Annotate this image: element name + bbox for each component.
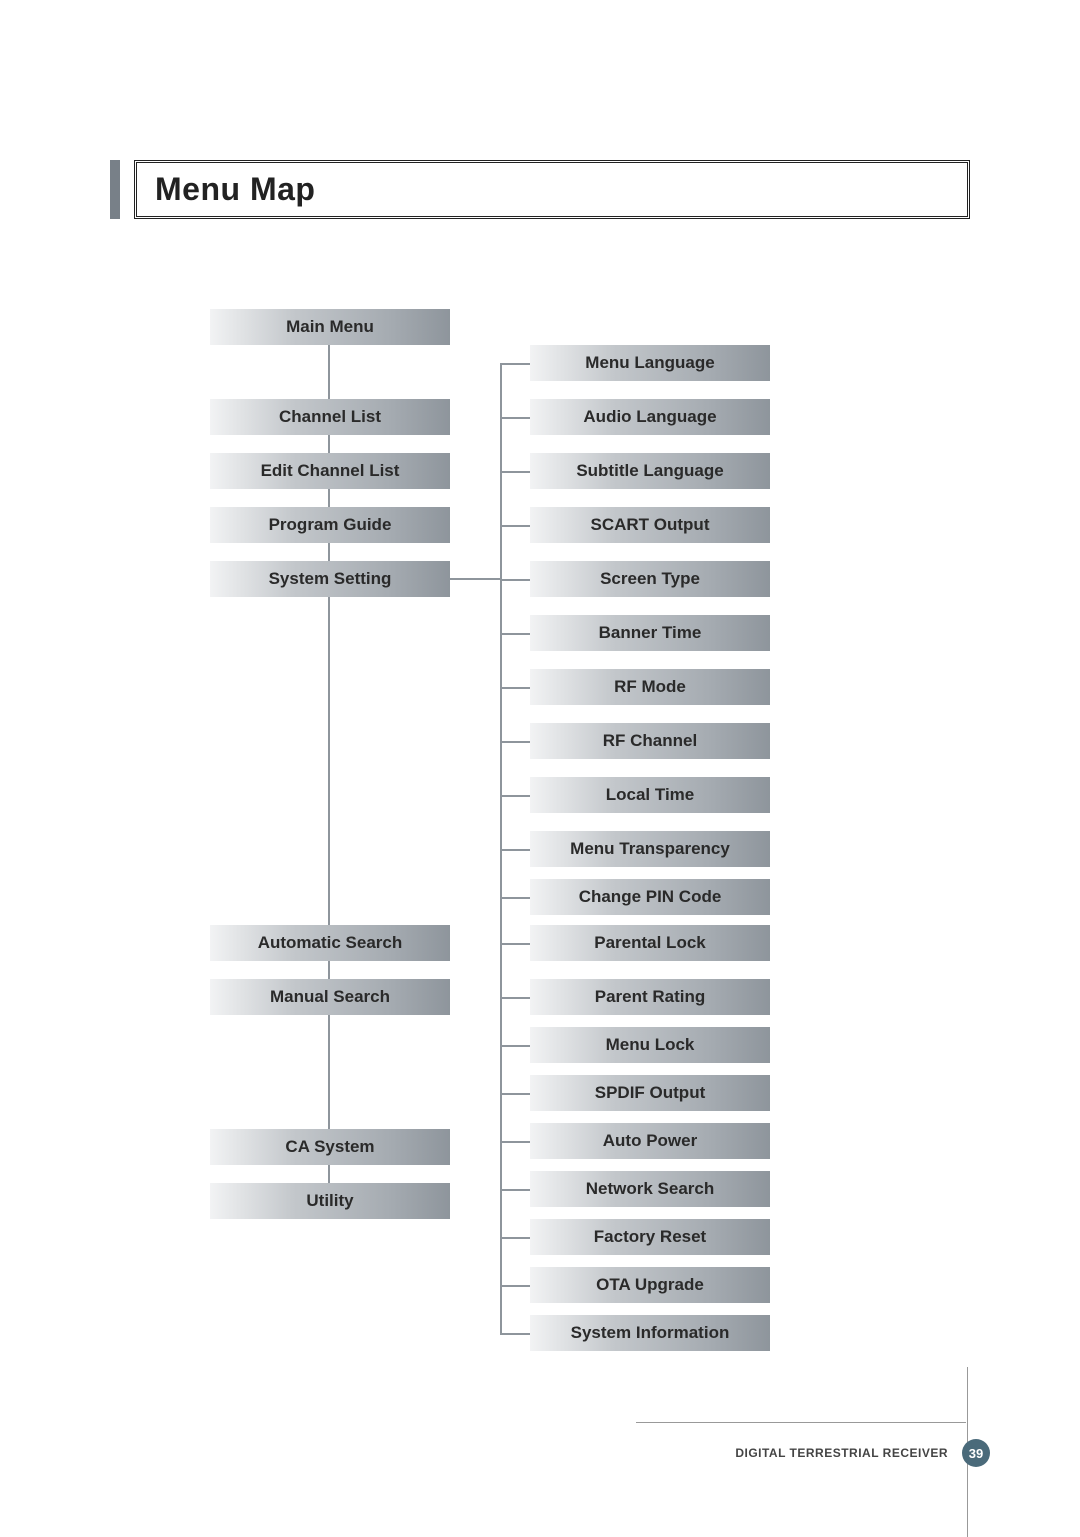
menu-node-system-information: System Information: [530, 1315, 770, 1351]
menu-node-ca-system: CA System: [210, 1129, 450, 1165]
title-accent-bar: [110, 160, 120, 219]
connector-line: [500, 633, 530, 635]
connector-line: [500, 417, 530, 419]
connector-line: [500, 795, 530, 797]
footer-label: DIGITAL TERRESTRIAL RECEIVER: [735, 1446, 948, 1460]
connector-line: [500, 579, 530, 581]
connector-line: [500, 471, 530, 473]
menu-node-system-setting: System Setting: [210, 561, 450, 597]
menu-node-spdif-output: SPDIF Output: [530, 1075, 770, 1111]
connector-line: [500, 687, 530, 689]
connector-line: [500, 363, 502, 1333]
menu-node-edit-channel-list: Edit Channel List: [210, 453, 450, 489]
menu-node-auto-power: Auto Power: [530, 1123, 770, 1159]
connector-line: [500, 1045, 530, 1047]
title-box: Menu Map: [134, 160, 970, 219]
connector-line: [328, 543, 330, 561]
menu-node-network-search: Network Search: [530, 1171, 770, 1207]
connector-line: [500, 1141, 530, 1143]
menu-node-menu-language: Menu Language: [530, 345, 770, 381]
menu-node-menu-transparency: Menu Transparency: [530, 831, 770, 867]
connector-line: [500, 1189, 530, 1191]
menu-node-local-time: Local Time: [530, 777, 770, 813]
menu-node-audio-language: Audio Language: [530, 399, 770, 435]
menu-node-parent-rating: Parent Rating: [530, 979, 770, 1015]
connector-line: [328, 435, 330, 453]
menu-node-program-guide: Program Guide: [210, 507, 450, 543]
connector-line: [500, 525, 530, 527]
connector-line: [500, 1333, 530, 1335]
connector-line: [500, 741, 530, 743]
menu-node-screen-type: Screen Type: [530, 561, 770, 597]
connector-line: [500, 849, 530, 851]
page-number-badge: 39: [962, 1439, 990, 1467]
page-footer: DIGITAL TERRESTRIAL RECEIVER 39: [735, 1439, 990, 1467]
connector-line: [500, 997, 530, 999]
connector-line: [328, 1015, 330, 1129]
connector-line: [328, 489, 330, 507]
menu-node-factory-reset: Factory Reset: [530, 1219, 770, 1255]
menu-node-scart-output: SCART Output: [530, 507, 770, 543]
connector-line: [328, 1165, 330, 1183]
footer-rule: [636, 1422, 966, 1423]
menu-node-rf-mode: RF Mode: [530, 669, 770, 705]
menu-node-main-menu: Main Menu: [210, 309, 450, 345]
menu-node-manual-search: Manual Search: [210, 979, 450, 1015]
connector-line: [500, 1285, 530, 1287]
menu-node-change-pin-code: Change PIN Code: [530, 879, 770, 915]
menu-node-automatic-search: Automatic Search: [210, 925, 450, 961]
title-wrap: Menu Map: [110, 160, 970, 219]
page-content: Menu Map Main Menu Channel List Edit Chann…: [110, 160, 970, 1299]
menu-node-utility: Utility: [210, 1183, 450, 1219]
menu-map-diagram: Main Menu Channel List Edit Channel List Pr…: [110, 309, 970, 1299]
connector-line: [500, 1237, 530, 1239]
connector-line: [450, 578, 500, 580]
menu-node-rf-channel: RF Channel: [530, 723, 770, 759]
connector-line: [328, 961, 330, 979]
menu-node-menu-lock: Menu Lock: [530, 1027, 770, 1063]
connector-line: [500, 363, 530, 365]
connector-line: [500, 897, 530, 899]
menu-node-subtitle-language: Subtitle Language: [530, 453, 770, 489]
menu-node-ota-upgrade: OTA Upgrade: [530, 1267, 770, 1303]
menu-node-banner-time: Banner Time: [530, 615, 770, 651]
menu-node-parental-lock: Parental Lock: [530, 925, 770, 961]
connector-line: [500, 1093, 530, 1095]
connector-line: [500, 943, 530, 945]
page-title: Menu Map: [155, 171, 949, 208]
connector-line: [328, 597, 330, 925]
connector-line: [328, 345, 330, 399]
menu-node-channel-list: Channel List: [210, 399, 450, 435]
